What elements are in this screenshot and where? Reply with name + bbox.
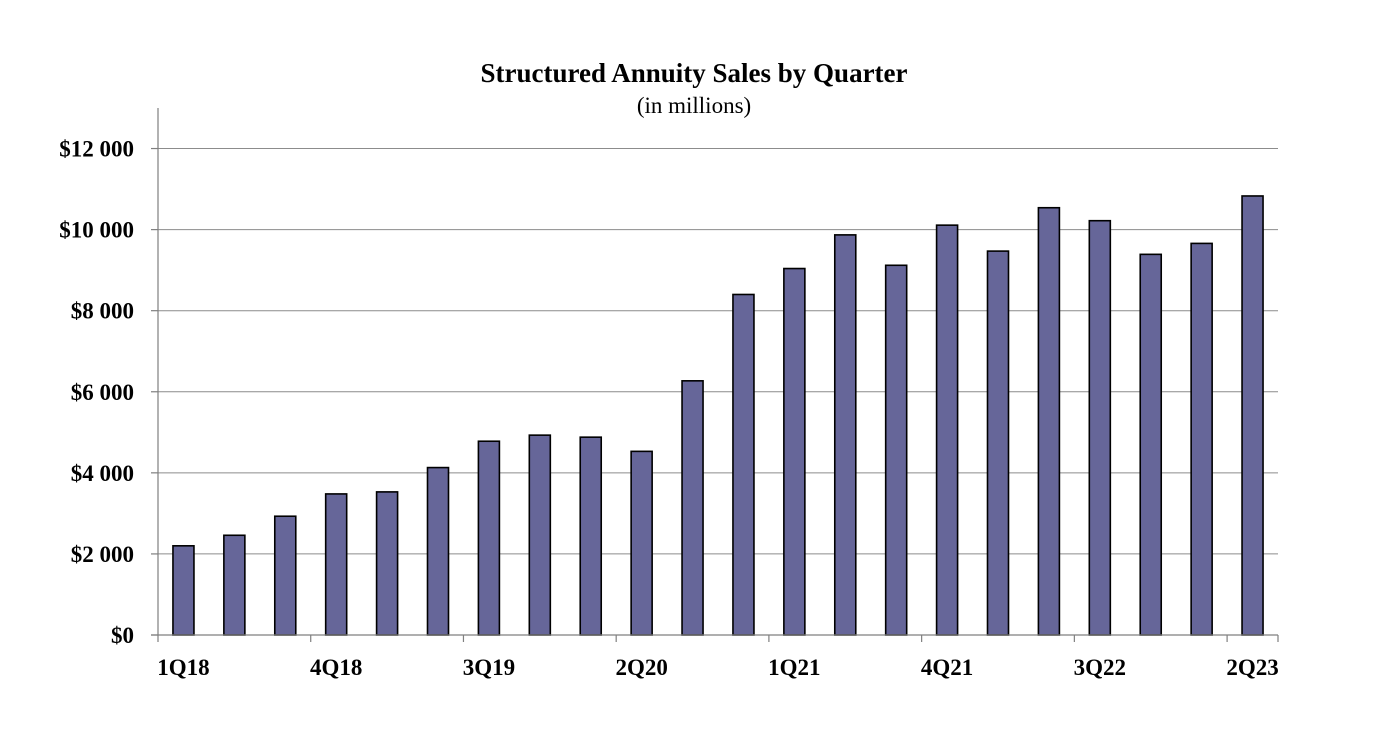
bar-2Q23 <box>1241 195 1264 636</box>
axes <box>151 108 1279 642</box>
bar-4Q19 <box>528 434 552 636</box>
bars <box>172 195 1264 636</box>
bar-4Q20 <box>732 293 755 636</box>
x-tick-label: 3Q19 <box>463 655 515 680</box>
bar-2Q22 <box>1037 206 1061 636</box>
bar-1Q21 <box>783 267 806 636</box>
x-tick-label: 3Q22 <box>1074 655 1126 680</box>
bar-4Q18 <box>324 493 348 636</box>
x-tick-labels: 1Q18 4Q18 3Q19 2Q20 1Q21 4Q21 3Q22 2Q23 <box>157 655 1278 680</box>
x-tick-label: 4Q21 <box>921 655 973 680</box>
bar-2Q21 <box>833 234 857 636</box>
x-tick-label: 1Q18 <box>157 655 209 680</box>
y-tick-label: $12 000 <box>59 137 134 162</box>
y-tick-label: $2 000 <box>71 542 134 567</box>
bar-1Q20 <box>579 436 603 636</box>
x-tick-label: 2Q20 <box>615 655 667 680</box>
y-tick-label: $8 000 <box>71 299 134 324</box>
y-tick-label: $0 <box>111 623 134 648</box>
bar-4Q22 <box>1139 253 1163 636</box>
y-tick-label: $6 000 <box>71 380 134 405</box>
bar-3Q20 <box>681 380 704 636</box>
bar-3Q22 <box>1088 219 1112 636</box>
bar-1Q22 <box>986 250 1010 636</box>
x-tick-label: 1Q21 <box>768 655 820 680</box>
y-tick-labels: $0 $2 000 $4 000 $6 000 $8 000 $10 000 $12 000 <box>59 137 134 648</box>
y-tick-label: $10 000 <box>59 218 134 243</box>
bar-3Q19 <box>477 440 501 636</box>
bar-1Q23 <box>1190 242 1213 636</box>
chart-title: Structured Annuity Sales by Quarter <box>480 58 907 88</box>
bar-3Q21 <box>884 264 908 636</box>
x-tick-label: 4Q18 <box>310 655 362 680</box>
bar-2Q20 <box>630 450 653 636</box>
bar-1Q18 <box>172 545 195 636</box>
bar-4Q21 <box>935 224 959 636</box>
bar-3Q18 <box>273 515 297 636</box>
chart-subtitle: (in millions) <box>637 93 751 118</box>
x-tick-label: 2Q23 <box>1226 655 1278 680</box>
y-tick-label: $4 000 <box>71 461 134 486</box>
bar-1Q19 <box>375 491 399 636</box>
bar-2Q19 <box>426 466 450 636</box>
bar-2Q18 <box>223 534 246 636</box>
